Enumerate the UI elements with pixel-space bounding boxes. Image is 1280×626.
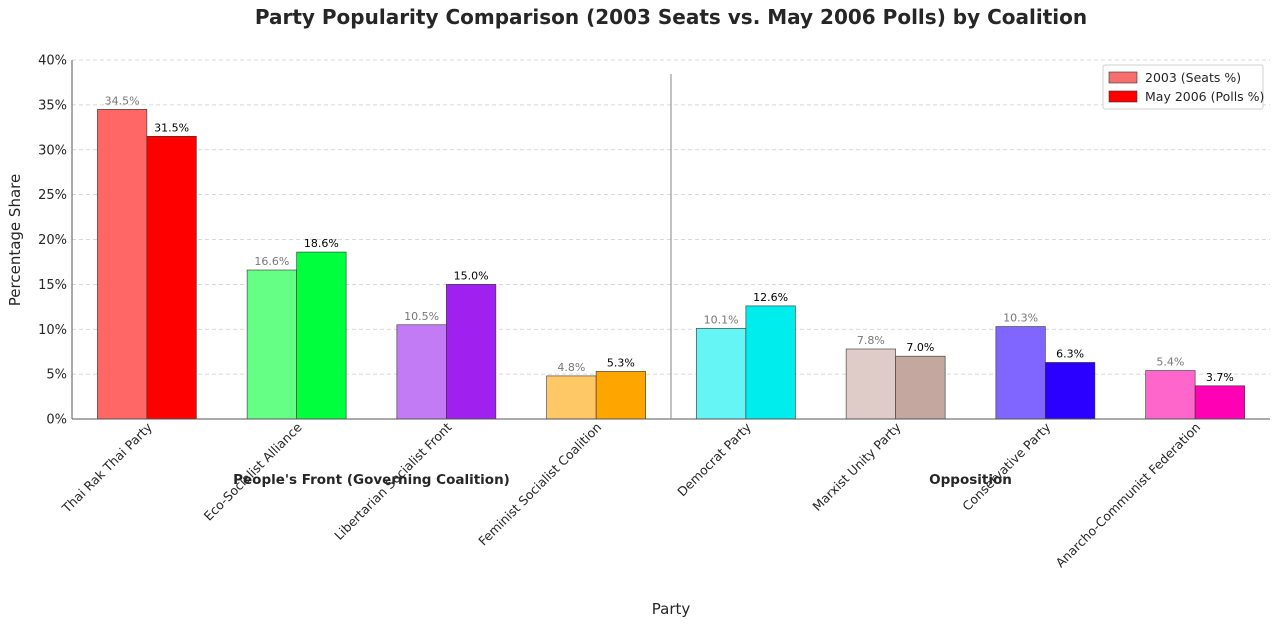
group-label-governing: People's Front (Governing Coalition) — [233, 472, 510, 488]
y-tick-label: 15% — [38, 278, 67, 293]
y-tick-label: 25% — [38, 188, 67, 203]
bar-2006-polls — [595, 371, 646, 420]
bars — [97, 109, 1245, 420]
data-label-2006: 6.3% — [1056, 347, 1084, 360]
bar-2003-seats — [845, 348, 896, 420]
data-label-2003: 16.6% — [254, 255, 289, 268]
x-tick-label: Democrat Party — [674, 419, 754, 499]
y-tick-label: 35% — [38, 98, 67, 113]
group-label-opposition: Opposition — [929, 472, 1012, 488]
data-label-2003: 10.3% — [1003, 312, 1038, 325]
y-tick-label: 40% — [38, 54, 67, 69]
data-label-2006: 12.6% — [753, 291, 788, 304]
data-label-2006: 15.0% — [454, 269, 489, 282]
bar-2006-polls — [446, 284, 497, 420]
bar-2006-polls — [146, 135, 197, 420]
bar-2006-polls — [745, 305, 796, 420]
bar-2003-seats — [1145, 370, 1196, 420]
legend-box — [1102, 64, 1264, 110]
data-label-2006: 5.3% — [607, 356, 635, 369]
x-tick-label: Anarcho-Communist Federation — [1053, 420, 1204, 571]
bar-2003-seats — [97, 109, 148, 420]
data-label-2003: 7.8% — [857, 334, 885, 347]
x-axis-label: Party — [652, 600, 691, 618]
y-tick-label: 10% — [38, 323, 67, 338]
bar-2003-seats — [995, 326, 1046, 420]
y-tick-label: 0% — [46, 413, 67, 428]
x-tick-label: Thai Rak Thai Party — [58, 419, 155, 516]
bar-2006-polls — [1045, 362, 1096, 420]
data-label-2003: 10.5% — [404, 310, 439, 323]
bar-2003-seats — [546, 375, 597, 420]
data-label-2003: 10.1% — [704, 313, 739, 326]
value-labels: 34.5% 16.6% 10.5% 4.8% 10.1% 7.8% 10.3% 5.4% 31.… — [105, 94, 1234, 383]
data-label-2006: 3.7% — [1206, 371, 1234, 384]
bar-2003-seats — [396, 324, 447, 420]
y-tick-label: 20% — [38, 233, 67, 248]
bar-2006-polls — [296, 251, 347, 420]
chart-title: Party Popularity Comparison (2003 Seats … — [255, 5, 1087, 29]
data-label-2003: 5.4% — [1156, 356, 1184, 369]
legend-label: 2003 (Seats %) — [1145, 70, 1241, 85]
bar-2003-seats — [246, 269, 297, 420]
data-label-2003: 4.8% — [557, 361, 585, 374]
y-axis-label: Percentage Share — [6, 174, 24, 306]
legend-label: May 2006 (Polls %) — [1145, 89, 1264, 104]
x-tick-label: Conservative Party — [959, 419, 1054, 514]
data-label-2006: 18.6% — [304, 237, 339, 250]
y-tick-label: 5% — [46, 368, 67, 383]
bar-2003-seats — [696, 328, 747, 420]
legend: 2003 (Seats %) May 2006 (Polls %) — [1102, 64, 1264, 110]
legend-swatch — [1108, 71, 1138, 84]
bar-2006-polls — [895, 355, 946, 420]
legend-swatch — [1108, 90, 1138, 103]
data-label-2006: 31.5% — [154, 121, 189, 134]
y-tick-label: 30% — [38, 143, 67, 158]
data-label-2003: 34.5% — [105, 94, 140, 107]
x-tick-label: Marxist Unity Party — [809, 419, 904, 514]
bar-2006-polls — [1194, 385, 1245, 420]
data-label-2006: 7.0% — [906, 341, 934, 354]
axes: 0% 5% 10% 15% 20% 25% 30% 35% 40% Thai Rak Thai P… — [38, 54, 1270, 571]
